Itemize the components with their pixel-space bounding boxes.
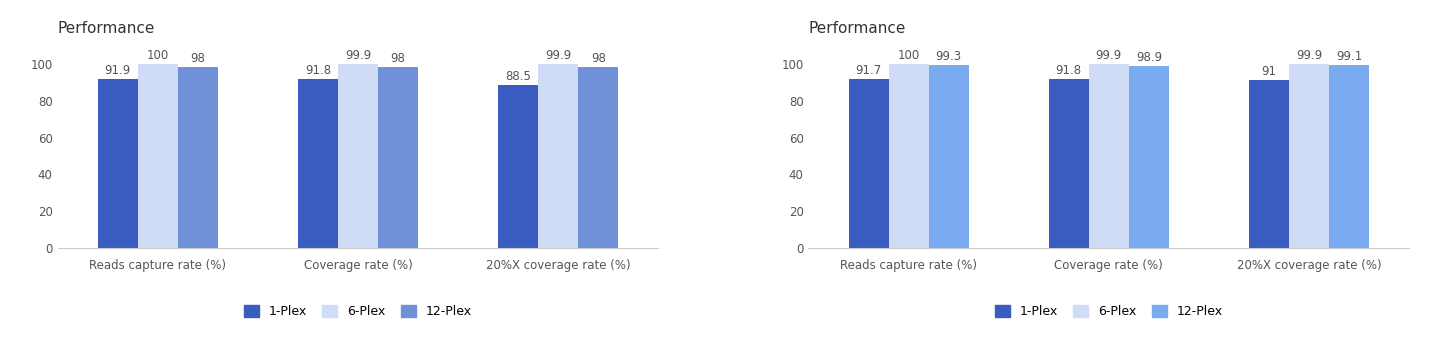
Bar — [338, 64, 378, 248]
Text: 98.9: 98.9 — [1136, 51, 1162, 64]
Bar — [929, 65, 969, 248]
Text: Performance: Performance — [808, 21, 906, 36]
Legend: 1-Plex, 6-Plex, 12-Plex: 1-Plex, 6-Plex, 12-Plex — [239, 300, 477, 323]
Text: 99.9: 99.9 — [545, 49, 571, 62]
Bar — [378, 67, 418, 248]
Bar — [498, 85, 538, 248]
Text: 100: 100 — [147, 49, 168, 62]
Text: 91.8: 91.8 — [1055, 64, 1081, 77]
Text: 91.8: 91.8 — [305, 64, 331, 77]
Text: 99.9: 99.9 — [345, 49, 371, 62]
Bar — [1329, 65, 1369, 248]
Text: 99.1: 99.1 — [1336, 50, 1362, 63]
Legend: 1-Plex, 6-Plex, 12-Plex: 1-Plex, 6-Plex, 12-Plex — [989, 300, 1228, 323]
Text: 91.7: 91.7 — [856, 64, 881, 77]
Text: 98: 98 — [591, 52, 605, 66]
Text: 88.5: 88.5 — [505, 70, 531, 83]
Bar — [98, 79, 138, 248]
Text: 91: 91 — [1261, 65, 1277, 78]
Bar — [1288, 64, 1329, 248]
Bar — [298, 79, 338, 248]
Bar — [138, 63, 178, 248]
Text: 99.3: 99.3 — [936, 50, 962, 63]
Bar — [178, 67, 217, 248]
Bar — [1048, 79, 1089, 248]
Bar — [578, 67, 618, 248]
Bar — [889, 63, 929, 248]
Text: 99.9: 99.9 — [1296, 49, 1322, 62]
Bar — [1089, 64, 1129, 248]
Bar — [1129, 66, 1169, 248]
Text: 91.9: 91.9 — [105, 64, 131, 77]
Text: 99.9: 99.9 — [1096, 49, 1122, 62]
Bar — [538, 64, 578, 248]
Bar — [848, 79, 889, 248]
Text: 98: 98 — [391, 52, 406, 66]
Bar — [1250, 80, 1288, 248]
Text: Performance: Performance — [58, 21, 155, 36]
Text: 100: 100 — [897, 49, 920, 62]
Text: 98: 98 — [190, 52, 206, 66]
